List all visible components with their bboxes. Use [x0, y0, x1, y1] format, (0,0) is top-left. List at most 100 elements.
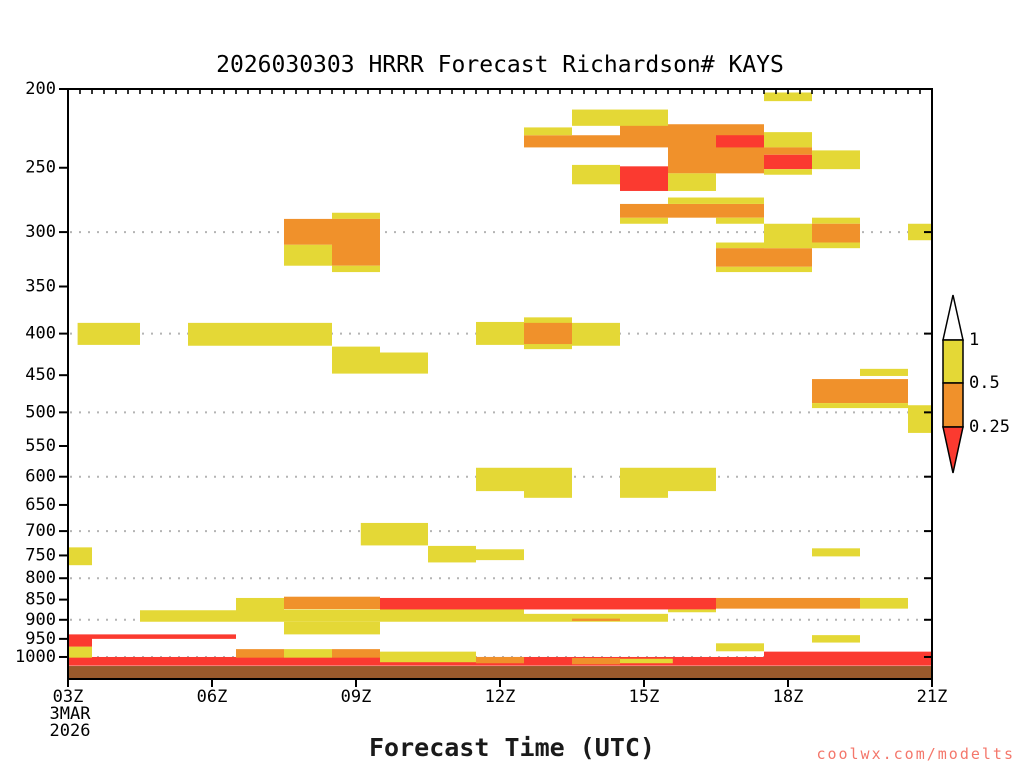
colorbar-label: 0.5 — [969, 373, 1000, 393]
richardson-cell — [668, 467, 716, 492]
x-tick-label: 12Z — [485, 687, 516, 707]
richardson-cell — [572, 322, 620, 346]
x-tick-label: 06Z — [197, 687, 228, 707]
richardson-cell — [284, 649, 332, 658]
richardson-cell — [764, 169, 812, 175]
colorbar-bottom-arrow — [942, 426, 964, 474]
watermark: coolwx.com/modelts — [816, 745, 1015, 763]
richardson-cell — [812, 548, 860, 557]
colorbar-seg-orange — [942, 382, 964, 428]
y-tick-label: 850 — [25, 590, 56, 610]
start-date-line2: 2026 — [50, 721, 91, 741]
richardson-cell — [572, 658, 620, 665]
richardson-cell — [360, 522, 428, 546]
y-tick-label: 900 — [25, 610, 56, 630]
richardson-cell — [332, 212, 380, 219]
y-tick-label: 750 — [25, 545, 56, 565]
richardson-cell — [668, 197, 764, 204]
colorbar-label: 1 — [969, 330, 979, 350]
colorbar-top-arrow — [942, 294, 964, 341]
richardson-cell — [92, 634, 236, 639]
richardson-cell — [68, 646, 92, 658]
richardson-cell — [812, 379, 908, 404]
richardson-cell — [140, 610, 236, 622]
richardson-cell — [764, 223, 812, 249]
richardson-cell — [716, 217, 764, 224]
richardson-cell — [428, 545, 476, 563]
richardson-cell — [284, 218, 332, 245]
y-tick-label: 400 — [25, 324, 56, 344]
y-tick-label: 250 — [25, 158, 56, 178]
richardson-cell — [476, 549, 524, 561]
richardson-cell — [332, 265, 380, 273]
richardson-cell — [524, 127, 572, 136]
y-tick-label: 450 — [25, 365, 56, 385]
y-tick-label: 300 — [25, 222, 56, 242]
richardson-cell — [716, 266, 812, 273]
chart-title: 2026030303 HRRR Forecast Richardson# KAY… — [216, 52, 784, 78]
richardson-cell — [716, 643, 764, 652]
start-date-line1: 3MAR — [50, 704, 92, 724]
ground-band — [68, 666, 932, 679]
richardson-cell — [812, 242, 860, 249]
y-tick-label: 500 — [25, 402, 56, 422]
richardson-cell — [764, 154, 812, 170]
richardson-cell — [764, 651, 932, 666]
richardson-cell — [524, 613, 668, 622]
richardson-cell — [620, 203, 764, 218]
richardson-cell — [284, 244, 332, 266]
richardson-cell — [476, 656, 524, 664]
richardson-cell — [236, 649, 284, 658]
x-axis-title: Forecast Time (UTC) — [369, 733, 655, 762]
richardson-cell — [524, 467, 572, 498]
x-tick-label: 09Z — [341, 687, 372, 707]
richardson-cell — [812, 635, 860, 643]
colorbar-seg-yellow — [942, 339, 964, 384]
richardson-cell — [236, 597, 284, 611]
richardson-cell — [908, 223, 932, 241]
richardson-cell — [188, 322, 332, 346]
y-tick-label: 600 — [25, 467, 56, 487]
richardson-cell — [332, 649, 380, 658]
richardson-cell — [716, 135, 764, 148]
richardson-cell — [524, 322, 572, 345]
y-tick-label: 650 — [25, 495, 56, 515]
y-tick-label: 350 — [25, 276, 56, 296]
richardson-cell — [620, 467, 668, 498]
richardson-cell — [380, 608, 524, 622]
richardson-cell — [68, 634, 92, 647]
richardson-cell — [764, 147, 812, 155]
colorbar-label: 0.25 — [969, 417, 1010, 437]
richardson-cell — [68, 547, 92, 566]
y-tick-label: 700 — [25, 521, 56, 541]
y-tick-label: 200 — [25, 79, 56, 99]
richardson-cell — [572, 164, 620, 185]
richardson-cell — [284, 621, 380, 635]
richardson-cell — [812, 217, 860, 224]
richardson-cell — [476, 321, 524, 345]
x-tick-label: 15Z — [629, 687, 660, 707]
richardson-cell — [860, 368, 908, 376]
y-tick-label: 550 — [25, 436, 56, 456]
x-tick-label: 03Z — [53, 687, 84, 707]
richardson-cell — [620, 124, 668, 148]
y-tick-label: 1000 — [15, 647, 56, 667]
richardson-cell — [812, 150, 860, 170]
plot-frame — [67, 88, 933, 680]
x-tick-label: 18Z — [773, 687, 804, 707]
richardson-cell — [620, 217, 668, 224]
x-tick-label: 21Z — [917, 687, 948, 707]
richardson-cell — [332, 346, 380, 374]
richardson-cell — [812, 223, 860, 243]
richardson-cell — [716, 242, 764, 249]
richardson-cell — [284, 596, 380, 610]
richardson-cell — [380, 651, 476, 663]
richardson-cell — [236, 609, 380, 622]
richardson-cell — [812, 403, 908, 409]
richardson-cell — [860, 597, 908, 609]
richardson-cell — [524, 135, 620, 148]
y-tick-label: 950 — [25, 629, 56, 649]
richardson-cell — [380, 352, 428, 374]
